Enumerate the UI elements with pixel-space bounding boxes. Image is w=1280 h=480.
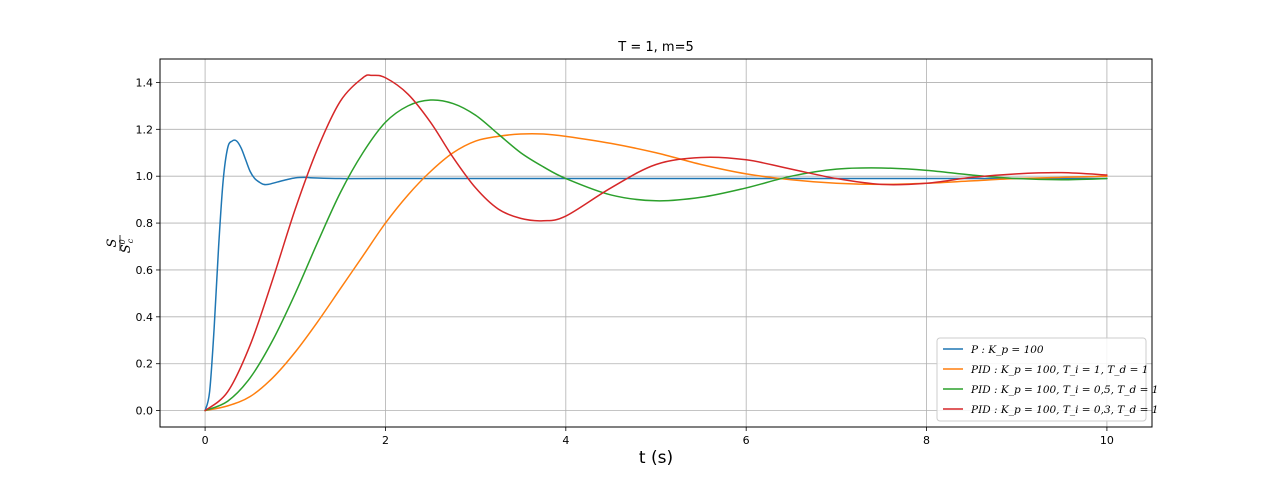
y-tick-label: 1.4 [136, 76, 154, 89]
y-axis-label-denominator-sup: 0 [118, 239, 127, 244]
legend: P : K_p = 100 PID : K_p = 100, T_i = 1, T… [936, 337, 1158, 422]
y-tick-label: 1.2 [136, 123, 154, 136]
chart-title: T = 1, m=5 [617, 40, 693, 55]
x-tick-label: 10 [1100, 434, 1114, 447]
y-axis-label-denominator: S0c [118, 238, 135, 253]
series-lines [204, 74, 1108, 412]
y-axis: 0.0 0.2 0.4 0.6 0.8 1.0 1.2 1.4 [136, 76, 160, 418]
y-tick-label: 0.8 [136, 217, 154, 230]
y-tick-label: 0.6 [136, 264, 154, 277]
y-axis-label-denominator-sub: c [126, 238, 135, 243]
x-tick-label: 2 [382, 434, 389, 447]
x-tick-label: 0 [202, 434, 209, 447]
series-line-1 [204, 139, 1108, 412]
y-tick-label: 0.2 [136, 358, 154, 371]
y-axis-label: S S0c [105, 235, 135, 253]
legend-box [936, 337, 1147, 422]
x-tick-label: 4 [562, 434, 569, 447]
series-line-3 [204, 99, 1108, 412]
y-tick-label: 0.4 [136, 311, 154, 324]
y-axis-label-denominator-base: S [119, 244, 134, 253]
plot-frame [159, 58, 1153, 428]
legend-entry-label: PID : K_p = 100, T_i = 0,5, T_d = 1 [970, 384, 1158, 396]
legend-entry-label: PID : K_p = 100, T_i = 0,3, T_d = 1 [970, 404, 1158, 416]
x-tick-label: 6 [743, 434, 750, 447]
series-line-4 [204, 74, 1108, 412]
y-tick-label: 1.0 [136, 170, 154, 183]
y-axis-label-numerator: S [105, 238, 120, 247]
x-tick-label: 8 [923, 434, 930, 447]
y-tick-label: 0.0 [136, 405, 154, 418]
legend-entry-label: PID : K_p = 100, T_i = 1, T_d = 1 [970, 364, 1148, 376]
x-axis-label: t (s) [639, 448, 673, 468]
x-axis: 0 2 4 6 8 10 [202, 427, 1114, 447]
legend-entry-label: P : K_p = 100 [970, 344, 1044, 356]
